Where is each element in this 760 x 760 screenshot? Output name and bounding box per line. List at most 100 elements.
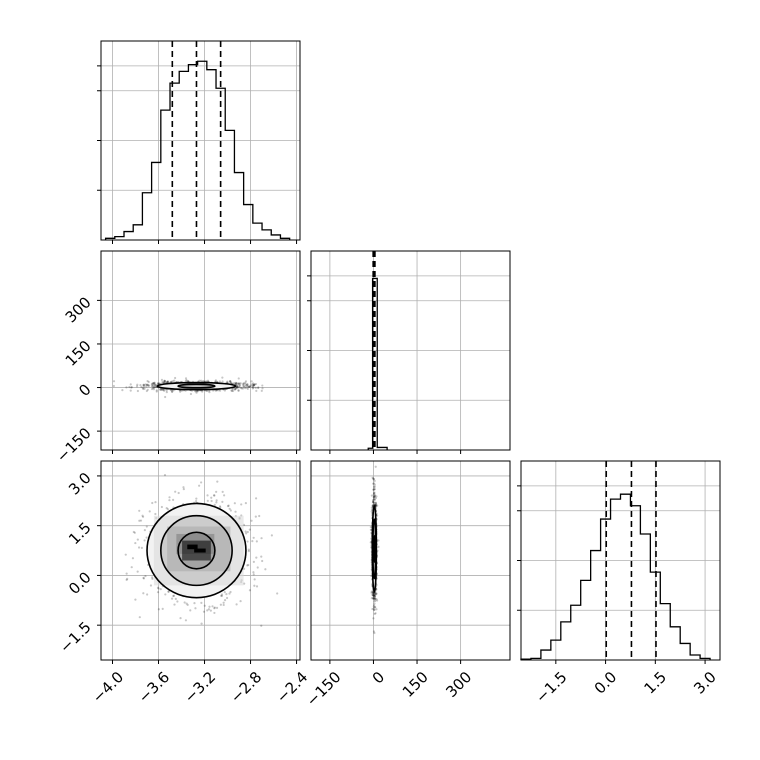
sample-point xyxy=(372,594,375,597)
sample-point xyxy=(238,384,241,388)
x-tick-label: −2.8 xyxy=(227,668,265,706)
sample-point xyxy=(229,590,232,594)
sample-point xyxy=(200,601,203,604)
sample-point xyxy=(219,389,222,392)
sample-point xyxy=(373,597,376,600)
sample-point xyxy=(253,383,256,386)
sample-point xyxy=(145,525,148,528)
sample-point xyxy=(145,385,148,388)
sample-point xyxy=(222,601,225,604)
sample-point xyxy=(249,384,252,387)
sample-point xyxy=(164,395,167,399)
sample-point xyxy=(195,391,198,394)
sample-point xyxy=(251,385,254,389)
sample-point xyxy=(260,537,263,540)
sample-point xyxy=(136,389,139,393)
sample-point xyxy=(247,563,250,567)
sample-point xyxy=(146,379,149,383)
sample-point xyxy=(374,501,378,504)
sample-point xyxy=(206,379,210,382)
sample-point xyxy=(214,389,217,392)
sample-point xyxy=(170,390,174,393)
sample-point xyxy=(132,530,135,534)
panel-frame-1-2 xyxy=(310,460,511,661)
sample-point xyxy=(151,577,154,580)
sample-point xyxy=(377,539,380,542)
contour-3 xyxy=(371,504,378,593)
sample-point xyxy=(371,504,374,507)
sample-point xyxy=(370,590,373,593)
sample-point xyxy=(237,377,240,380)
sample-point xyxy=(166,380,170,383)
sample-point xyxy=(248,528,251,531)
sample-point xyxy=(156,586,160,589)
sample-point xyxy=(374,597,377,600)
sample-point xyxy=(151,501,154,505)
sample-point xyxy=(233,381,236,385)
panel-frame-diag-0 xyxy=(100,40,301,241)
contour-2 xyxy=(160,514,233,587)
sample-point xyxy=(171,390,174,393)
sample-point xyxy=(146,383,149,386)
contour-1 xyxy=(177,531,216,570)
sample-point xyxy=(237,382,240,385)
sample-point xyxy=(143,539,146,542)
sample-point xyxy=(229,380,232,383)
sample-point xyxy=(373,594,376,597)
sample-point xyxy=(227,504,230,507)
sample-point xyxy=(206,389,209,393)
sample-point xyxy=(153,383,157,386)
sample-point xyxy=(372,478,375,481)
sample-point xyxy=(245,384,248,387)
x-tick-label: 1.5 xyxy=(640,668,670,698)
sample-point xyxy=(209,609,212,612)
sample-point xyxy=(138,519,141,522)
sample-point xyxy=(252,384,255,387)
sample-point xyxy=(371,593,374,596)
sample-point xyxy=(206,499,209,502)
sample-point xyxy=(256,566,259,569)
sample-point xyxy=(373,488,376,491)
sample-point xyxy=(153,381,156,385)
sample-point xyxy=(375,592,378,595)
sample-point xyxy=(136,383,139,386)
sample-point xyxy=(226,505,230,508)
sample-point xyxy=(163,473,167,477)
sample-point xyxy=(235,381,238,385)
sample-point xyxy=(229,381,232,384)
sample-point xyxy=(150,387,154,391)
sample-point xyxy=(133,531,136,534)
sample-point xyxy=(244,530,247,533)
sample-point xyxy=(170,380,173,383)
sample-point xyxy=(244,386,247,390)
sample-point xyxy=(142,384,146,387)
sample-point xyxy=(372,488,375,491)
sample-point xyxy=(371,504,375,507)
sample-point xyxy=(134,541,137,545)
sample-point xyxy=(370,508,374,511)
sample-point xyxy=(182,486,185,489)
sample-point xyxy=(160,505,163,509)
sample-point xyxy=(143,387,146,390)
sample-point xyxy=(372,596,375,600)
sample-point xyxy=(152,386,156,389)
sample-point xyxy=(131,557,135,560)
sample-point xyxy=(144,383,147,386)
histogram-0 xyxy=(104,60,291,240)
y-tick-label: 150 xyxy=(62,337,95,370)
sample-point xyxy=(373,479,376,482)
sample-point xyxy=(228,592,231,595)
sample-point xyxy=(213,494,216,497)
sample-point xyxy=(370,506,373,509)
sample-point xyxy=(252,573,255,576)
sample-point xyxy=(157,382,160,385)
histogram-2 xyxy=(520,493,711,660)
sample-point xyxy=(373,595,376,599)
sample-point xyxy=(226,380,229,383)
sample-point xyxy=(372,501,376,505)
x-tick-label: 300 xyxy=(442,668,475,701)
sample-point xyxy=(128,385,131,389)
sample-point xyxy=(235,603,238,606)
sample-point xyxy=(372,477,376,481)
sample-point xyxy=(371,476,374,479)
